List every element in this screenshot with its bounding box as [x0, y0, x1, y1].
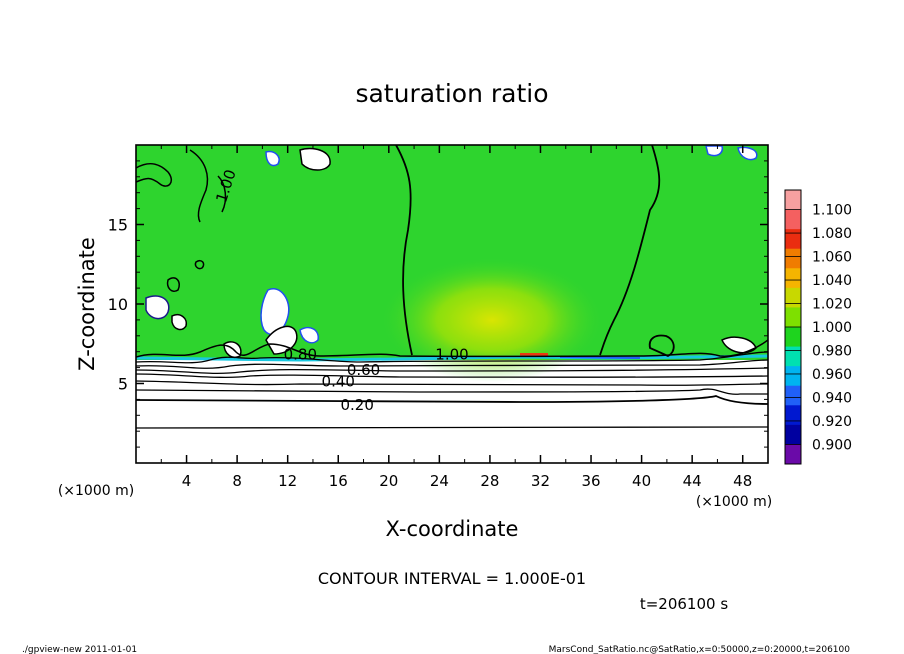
x-tick-label: 40	[632, 472, 651, 490]
x-tick-label: 24	[430, 472, 449, 490]
colorbar-swatch	[785, 424, 801, 445]
x-tick-label: 12	[278, 472, 297, 490]
x-tick-label: 48	[733, 472, 752, 490]
x-axis: 4 8 12 16 20 24 28 32 36 40 44 48	[160, 145, 752, 490]
z-unit-label: (×1000 m)	[58, 483, 134, 499]
contour-line-0-80	[136, 351, 768, 364]
contour-line-1-00	[648, 334, 675, 357]
contour-line-1-00	[194, 259, 205, 270]
x-tick-label: 16	[329, 472, 348, 490]
y-tick-label: 10	[108, 295, 128, 314]
colorbar-swatch	[785, 366, 801, 387]
colorbar-swatch	[785, 327, 801, 348]
dry-patch	[705, 145, 724, 157]
x-axis-label: X-coordinate	[386, 517, 519, 541]
colorbar-swatch	[785, 346, 801, 367]
contour-line-1-00	[217, 175, 227, 213]
contour-line-1-00	[136, 162, 172, 187]
contour-line-0-60	[136, 367, 768, 375]
colorbar-label: 1.000	[812, 320, 852, 336]
x-tick-label: 36	[581, 472, 600, 490]
contour-labels: 0.200.400.600.80 1.001.00	[212, 167, 468, 414]
contour-line-1-00	[166, 277, 180, 292]
colorbar-label: 0.940	[812, 390, 852, 406]
colorbar-swatch	[785, 268, 801, 289]
colorbar-label: 1.020	[812, 297, 852, 313]
colorbar-swatch	[785, 307, 801, 328]
x-tick-label: 8	[232, 472, 242, 490]
colorbar-swatch	[785, 229, 801, 250]
colorbar-swatch	[785, 287, 801, 308]
contour-line-0-90	[136, 339, 768, 358]
colorbar-label: 0.960	[812, 367, 852, 383]
contour-line-0-70	[136, 359, 768, 369]
x-tick-label: 44	[683, 472, 702, 490]
contour-line-0-50	[136, 373, 768, 379]
colorbar-label: 1.040	[812, 273, 852, 289]
y-tick-label: 15	[108, 216, 128, 235]
colorbar: 1.100 1.080 1.060 1.040 1.020 1.000 0.980 0.960…	[784, 189, 852, 465]
colorbar-swatch	[785, 190, 801, 211]
contour-interval-label: CONTOUR INTERVAL = 1.000E-01	[318, 569, 586, 588]
colorbar-swatch	[785, 248, 801, 269]
contour-line-0-30	[136, 388, 768, 395]
contour-label: 1.00	[435, 345, 468, 363]
y-tick-label: 5	[118, 375, 128, 394]
colorbar-swatch	[785, 209, 801, 230]
colorbar-label: 1.060	[812, 250, 852, 266]
colorbar-swatch	[785, 444, 801, 465]
contour-line-1-00	[189, 149, 209, 223]
y-axis-label: Z-coordinate	[75, 237, 99, 371]
contour-line-0-40	[136, 380, 768, 386]
colorbar-label: 0.980	[812, 343, 852, 359]
footer-left: ./gpview-new 2011-01-01	[22, 645, 137, 654]
supersaturation-blob	[382, 258, 602, 382]
colorbar-label: 0.920	[812, 414, 852, 430]
x-tick-label: 4	[182, 472, 192, 490]
dry-patch	[265, 150, 280, 167]
time-label: t=206100 s	[640, 595, 728, 613]
cloud-base-edge	[136, 354, 768, 362]
footer-right: MarsCond_SatRatio.nc@SatRatio,x=0:50000,…	[549, 645, 851, 654]
dry-patch	[171, 314, 188, 331]
contour-line-0-20	[136, 395, 768, 405]
contour-line-1-00	[599, 145, 661, 356]
colorbar-label: 1.080	[812, 226, 852, 242]
x-tick-label: 20	[379, 472, 398, 490]
colorbar-label: 1.100	[812, 203, 852, 219]
dry-patch	[299, 326, 319, 344]
plot-field	[136, 145, 768, 463]
contour-line-1-00	[395, 145, 413, 356]
y-axis: 5 10 15	[108, 160, 768, 448]
peak-supersaturation	[520, 353, 548, 357]
cloud-base-edge-blue	[559, 356, 641, 359]
x-unit-label: (×1000 m)	[696, 494, 772, 510]
contour-label: 0.20	[340, 396, 373, 414]
colorbar-label: 0.900	[812, 437, 852, 453]
contour-label: 0.40	[322, 372, 355, 390]
contour-label: 0.80	[284, 345, 317, 363]
chart-title: saturation ratio	[355, 79, 548, 108]
x-tick-label: 28	[480, 472, 499, 490]
dry-patch	[145, 295, 170, 320]
colorbar-swatch	[785, 405, 801, 426]
x-tick-label: 32	[531, 472, 550, 490]
contour-label: 0.60	[347, 361, 380, 379]
colorbar-swatch	[785, 385, 801, 406]
